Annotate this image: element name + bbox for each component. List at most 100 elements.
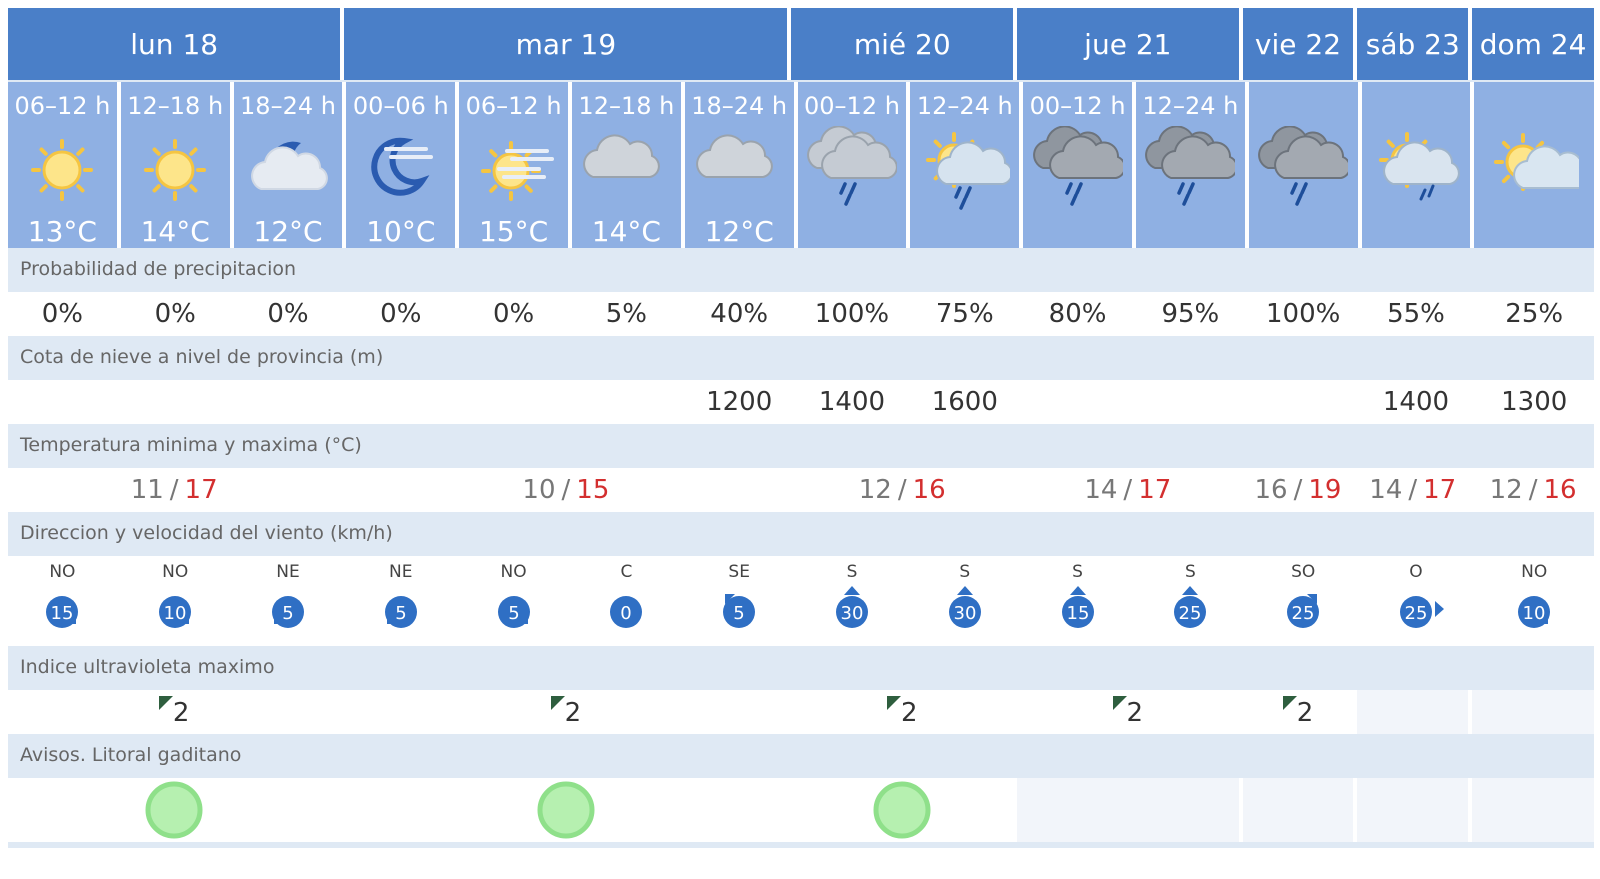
temp-separator: /: [561, 475, 571, 505]
period-label: 18–24 h: [240, 92, 336, 120]
precip-cell: 0%: [120, 292, 234, 336]
snow-cell: [8, 380, 121, 424]
wind-speed: 5: [282, 603, 293, 624]
period-temperature: 12°C: [704, 215, 774, 248]
uv-title: Indice ultravioleta maximo: [20, 656, 275, 678]
uv-cell: 2: [1242, 690, 1358, 734]
uv-level-marker: [1282, 696, 1297, 710]
wind-cell: NO 15: [8, 556, 121, 646]
precip-cell: 55%: [1361, 292, 1475, 336]
uv-cell: 2: [344, 690, 792, 734]
period-label: 06–12 h: [465, 92, 562, 120]
uv-row: 2 2 2 2 2: [8, 690, 1595, 734]
temp-range-cell: 11 / 17: [8, 468, 345, 512]
period-cell: 18–24 h 12°C: [233, 82, 347, 248]
precip-cell: 100%: [1248, 292, 1362, 336]
precip-title: Probabilidad de precipitacion: [20, 258, 297, 280]
period-label: 12–24 h: [1142, 92, 1239, 120]
wind-direction: SE: [728, 562, 750, 582]
temp-max: 17: [184, 475, 218, 505]
alert-level-green-icon[interactable]: [870, 778, 934, 842]
precip-section-header: Probabilidad de precipitacion: [8, 248, 1594, 292]
wind-direction: SO: [1291, 562, 1316, 582]
temp-max: 17: [1138, 475, 1172, 505]
day-header-sab: sáb 23: [1357, 8, 1473, 80]
snow-section-header: Cota de nieve a nivel de provincia (m): [8, 336, 1594, 380]
wind-speed-badge: 30: [835, 586, 868, 628]
dark-cloud-rain-icon: [1032, 124, 1126, 220]
wind-cell: NE 5: [233, 556, 347, 646]
alert-cell: [1242, 778, 1358, 842]
precip-cell: 0%: [459, 292, 572, 336]
temp-max: 17: [1423, 475, 1457, 505]
snow-cell: [120, 380, 234, 424]
uv-value: 2: [1126, 698, 1144, 728]
temp-row: 11 / 17 10 / 15 12 / 16 14 / 17 16 / 19 14 / …: [8, 468, 1595, 512]
dark-cloud-rain-icon: [1145, 124, 1239, 220]
temp-min: 10: [522, 475, 556, 505]
period-cell: 12–18 h 14°C: [120, 82, 234, 248]
snow-cell: [1135, 380, 1249, 424]
temp-min: 14: [1369, 475, 1403, 505]
period-cell: [1361, 82, 1475, 248]
wind-speed: 10: [164, 603, 187, 624]
temp-max: 16: [912, 475, 946, 505]
day-header-mie: mié 20: [791, 8, 1018, 80]
alert-level-green-icon[interactable]: [142, 778, 206, 842]
wind-speed-badge: 25: [1399, 596, 1444, 628]
uv-level-marker: [886, 696, 901, 710]
temp-separator: /: [169, 475, 179, 505]
temp-range-cell: 12 / 16: [791, 468, 1018, 512]
snow-cell: [1248, 380, 1362, 424]
wind-speed-badge: 5: [271, 596, 304, 628]
wind-direction: S: [846, 562, 858, 582]
period-label: 18–24 h: [691, 92, 788, 120]
temp-separator: /: [897, 475, 907, 505]
temp-range-cell: 16 / 19: [1242, 468, 1358, 512]
period-temperature: 12°C: [253, 215, 323, 248]
wind-speed: 25: [1292, 603, 1315, 624]
wind-speed-badge: 5: [723, 594, 756, 628]
period-cell: 06–12 h 13°C: [8, 82, 121, 248]
wind-cell: O 25: [1361, 556, 1475, 646]
alert-cell: [1472, 778, 1595, 842]
day-header-row: lun 18 mar 19 mié 20 jue 21 vie 22 sáb 2…: [8, 8, 1595, 80]
temp-separator: /: [1528, 475, 1538, 505]
temp-range-cell: 10 / 15: [344, 468, 792, 512]
precip-cell: 80%: [1023, 292, 1136, 336]
wind-speed: 15: [1066, 603, 1089, 624]
wind-title: Direccion y velocidad del viento (km/h): [20, 522, 393, 544]
precip-cell: 25%: [1474, 292, 1595, 336]
day-header-lun: lun 18: [8, 8, 345, 80]
day-header-vie: vie 22: [1242, 8, 1358, 80]
wind-direction: C: [620, 562, 633, 582]
sun-cloud-drizzle-icon: [1371, 124, 1461, 220]
wind-speed: 5: [395, 603, 406, 624]
period-label: 00–06 h: [352, 92, 449, 120]
precip-row: 0% 0% 0% 0% 0% 5% 40% 100% 75% 80% 95% 100% 55% 25%: [8, 292, 1595, 336]
moon-cloud-icon: [243, 123, 333, 219]
cloud-icon: [694, 123, 784, 219]
precip-cell: 0%: [8, 292, 121, 336]
uv-level-marker: [158, 696, 173, 710]
temp-min: 11: [130, 475, 164, 505]
period-temperature: 10°C: [366, 215, 436, 248]
alerts-title: Avisos. Litoral gaditano: [20, 744, 242, 766]
snow-cell: [346, 380, 460, 424]
alerts-section-header: Avisos. Litoral gaditano: [8, 734, 1594, 778]
uv-cell: 2: [8, 690, 345, 734]
wind-cell: NO 10: [120, 556, 234, 646]
wind-speed: 0: [621, 603, 632, 624]
temp-separator: /: [1123, 475, 1133, 505]
period-temperature: 14°C: [140, 215, 210, 248]
wind-speed-badge: 0: [610, 596, 643, 628]
snow-cell: [459, 380, 572, 424]
alert-cell: [344, 778, 792, 842]
alert-cell: [1017, 778, 1243, 842]
temp-min: 12: [858, 475, 892, 505]
wind-speed-badge: 10: [159, 596, 192, 628]
uv-cell: [1357, 690, 1473, 734]
temp-separator: /: [1408, 475, 1418, 505]
alert-level-green-icon[interactable]: [534, 778, 598, 842]
period-cell: 12–18 h 14°C: [571, 82, 685, 248]
